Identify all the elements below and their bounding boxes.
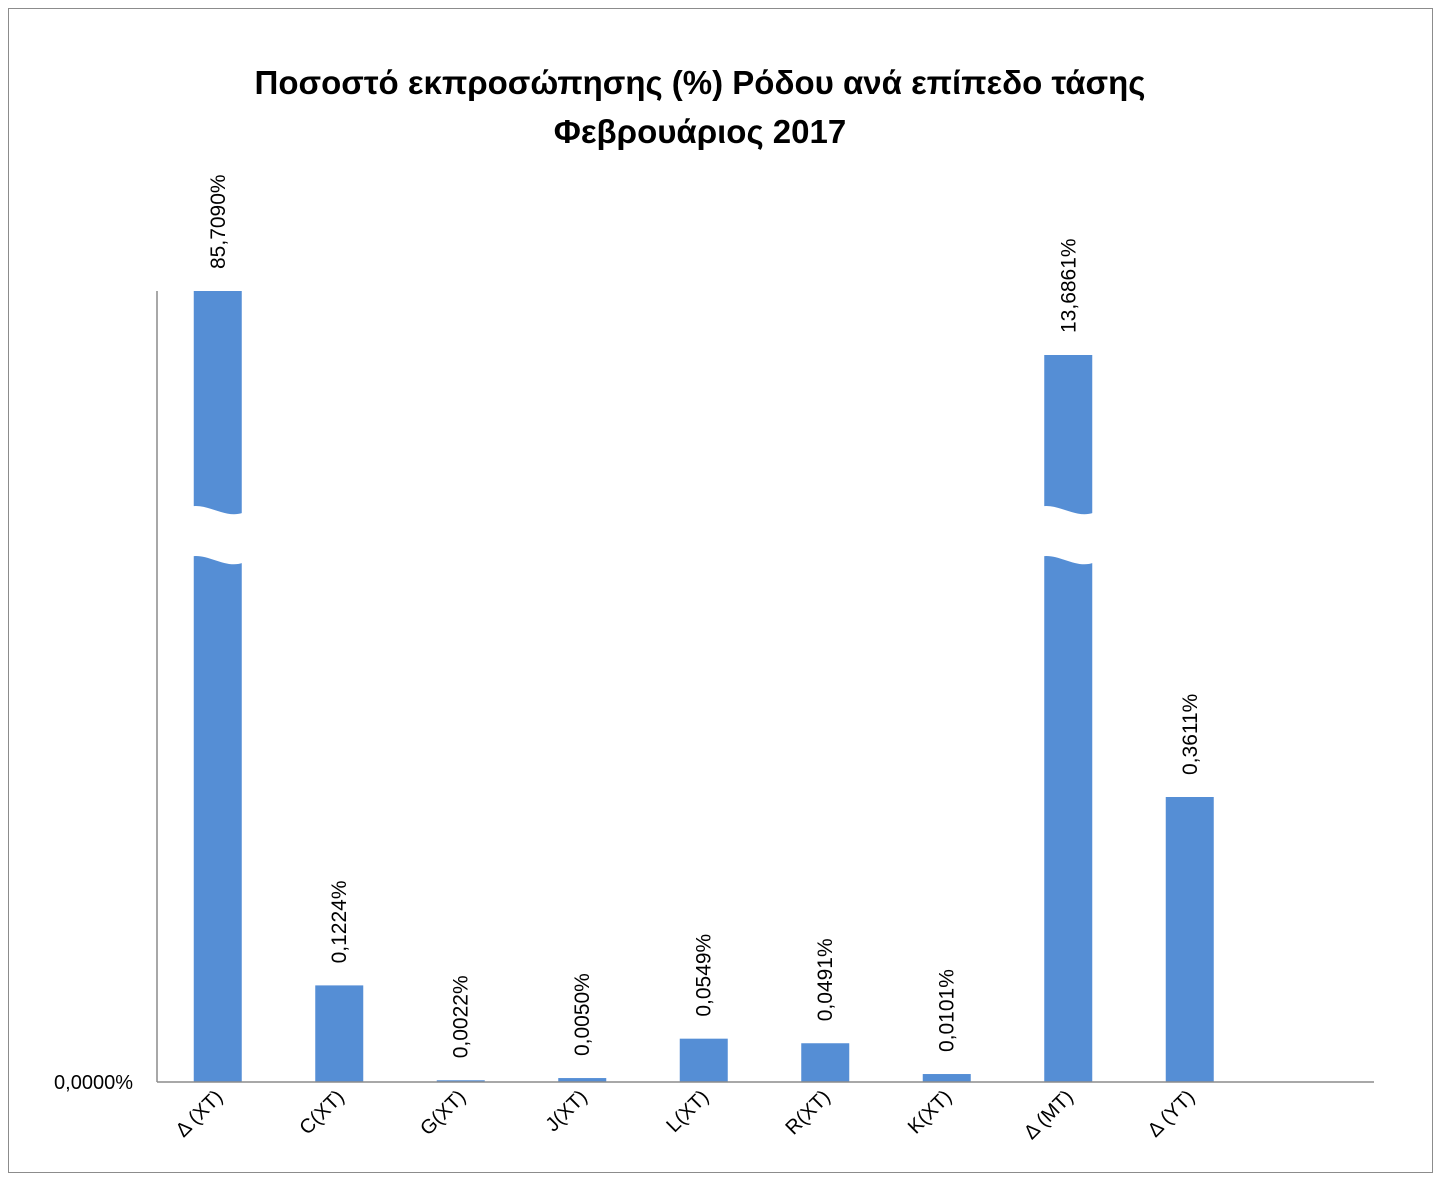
- x-tick-label-0: Δ (ΧΤ): [172, 1086, 228, 1142]
- bar-6: [922, 1074, 971, 1082]
- bar-2: [436, 1080, 485, 1082]
- x-tick-label-3: J(ΧΤ): [542, 1086, 592, 1136]
- chart-title: Ποσοστό εκπροσώπησης (%) Ρόδου ανά επίπε…: [0, 58, 1400, 156]
- bar-7: [1044, 355, 1093, 1082]
- y-tick-label: 0,0000%: [54, 1072, 133, 1094]
- data-label-0: 85,7090%: [207, 174, 230, 269]
- bar-4: [679, 1038, 728, 1082]
- data-label-2: 0,0022%: [450, 975, 473, 1058]
- x-tick-label-2: G(ΧΤ): [416, 1086, 470, 1140]
- axis-break-7: [1030, 505, 1105, 565]
- x-tick-label-5: R(ΧΤ): [782, 1086, 835, 1139]
- chart-title-line-1: Ποσοστό εκπροσώπησης (%) Ρόδου ανά επίπε…: [254, 64, 1146, 101]
- data-label-8: 0,3611%: [1179, 694, 1202, 775]
- bar-8: [1165, 797, 1214, 1082]
- x-tick-label-1: C(ΧΤ): [296, 1086, 349, 1139]
- axis-breaks-group: [179, 505, 1105, 565]
- data-label-6: 0,0101%: [936, 969, 959, 1052]
- x-tick-label-7: Δ (ΜΤ): [1020, 1086, 1078, 1144]
- axis-break-0: [179, 505, 254, 565]
- x-tick-label-4: L(ΧΤ): [662, 1086, 713, 1137]
- bars-group: [193, 291, 1214, 1082]
- bar-0: [193, 291, 242, 1082]
- data-labels-group: 85,7090% 0,1224% 0,0022% 0,0050% 0,0549% 0,04…: [207, 174, 1202, 1058]
- data-label-4: 0,0549%: [693, 934, 716, 1017]
- data-label-7: 13,6861%: [1057, 238, 1080, 333]
- chart-title-line-2: Φεβρουάριος 2017: [553, 113, 847, 150]
- x-tick-label-6: K(ΧΤ): [904, 1086, 956, 1138]
- data-label-3: 0,0050%: [571, 973, 594, 1056]
- bar-1: [315, 985, 364, 1082]
- x-tick-label-8: Δ (ΥΤ): [1144, 1086, 1200, 1142]
- bar-5: [801, 1043, 850, 1082]
- x-tick-labels-group: Δ (ΧΤ) C(ΧΤ) G(ΧΤ) J(ΧΤ) L(ΧΤ) R(ΧΤ) K(ΧΤ) Δ (Μ…: [172, 1086, 1200, 1144]
- data-label-1: 0,1224%: [328, 880, 351, 963]
- data-label-5: 0,0491%: [814, 938, 837, 1021]
- bar-3: [558, 1078, 607, 1082]
